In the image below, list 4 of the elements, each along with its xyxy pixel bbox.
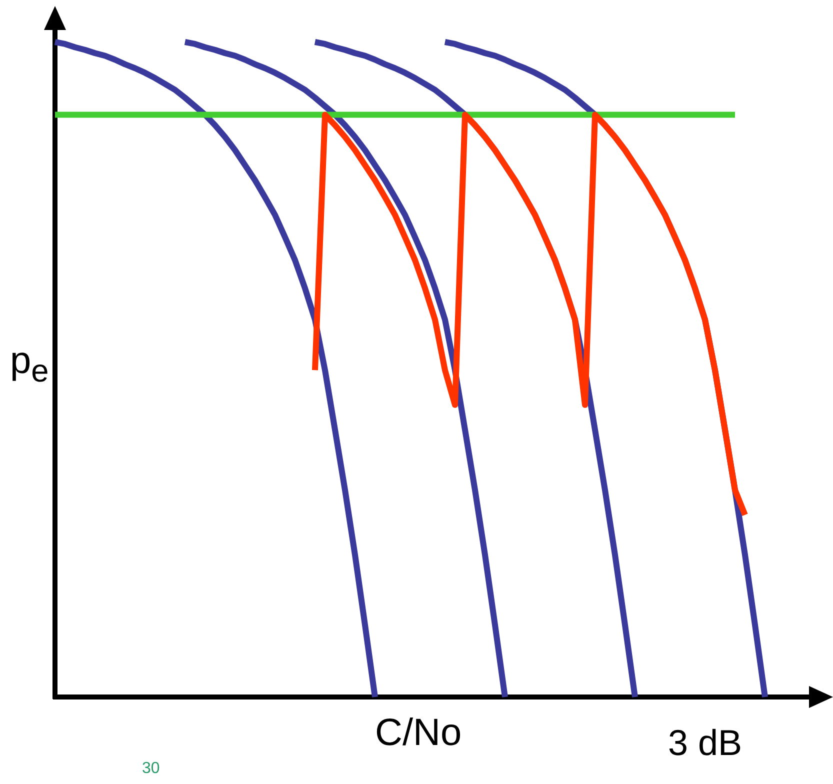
x-axis-title: C/No	[375, 712, 462, 755]
y-axis-title: p$_{e}$	[10, 340, 49, 390]
text: 30	[142, 760, 160, 778]
text: 3 dB	[668, 722, 742, 764]
